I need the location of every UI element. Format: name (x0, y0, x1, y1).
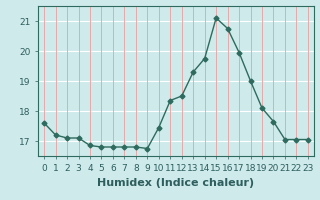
X-axis label: Humidex (Indice chaleur): Humidex (Indice chaleur) (97, 178, 255, 188)
